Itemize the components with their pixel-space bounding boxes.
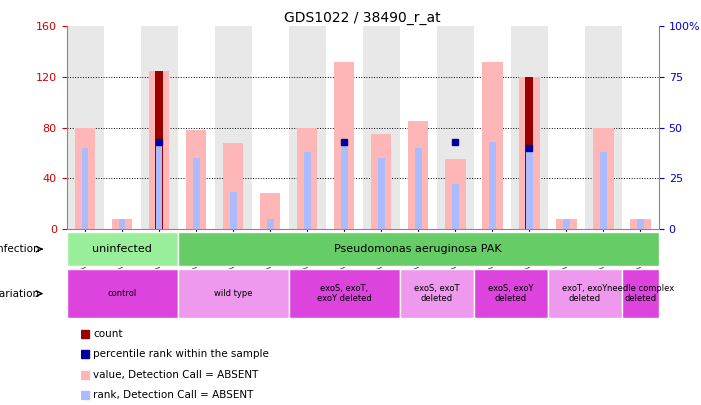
Bar xyxy=(193,158,200,229)
Bar xyxy=(289,26,326,229)
Title: GDS1022 / 38490_r_at: GDS1022 / 38490_r_at xyxy=(285,11,441,25)
Bar xyxy=(637,219,644,229)
Text: needle complex
deleted: needle complex deleted xyxy=(607,284,674,303)
Bar xyxy=(186,130,206,229)
Bar xyxy=(525,77,533,229)
Bar xyxy=(149,70,170,229)
Bar xyxy=(548,269,622,318)
Bar xyxy=(548,26,585,229)
Text: count: count xyxy=(93,329,123,339)
Text: exoS, exoY
deleted: exoS, exoY deleted xyxy=(488,284,533,303)
Bar xyxy=(519,77,540,229)
Bar xyxy=(112,219,132,229)
Bar xyxy=(556,219,576,229)
Bar xyxy=(304,152,311,229)
Bar xyxy=(141,26,177,229)
Bar xyxy=(118,219,125,229)
Bar xyxy=(156,142,163,229)
Bar xyxy=(489,142,496,229)
Bar xyxy=(511,26,548,229)
Bar xyxy=(67,269,177,318)
Text: exoT, exoY
deleted: exoT, exoY deleted xyxy=(562,284,608,303)
Bar xyxy=(334,62,355,229)
Bar xyxy=(341,142,348,229)
Bar xyxy=(297,128,318,229)
Text: percentile rank within the sample: percentile rank within the sample xyxy=(93,350,269,359)
Bar xyxy=(67,232,177,266)
Bar xyxy=(104,26,141,229)
Bar xyxy=(378,158,385,229)
Bar xyxy=(452,184,458,229)
Bar xyxy=(371,134,391,229)
Bar xyxy=(177,269,289,318)
Bar xyxy=(622,269,659,318)
Text: uninfected: uninfected xyxy=(93,244,152,254)
Bar xyxy=(437,26,474,229)
Bar xyxy=(215,26,252,229)
Bar xyxy=(600,152,607,229)
Text: genotype/variation: genotype/variation xyxy=(0,289,40,298)
Bar xyxy=(400,269,474,318)
Bar xyxy=(445,159,465,229)
Bar xyxy=(408,121,428,229)
Bar xyxy=(82,148,88,229)
Bar xyxy=(223,143,243,229)
Bar xyxy=(155,70,163,229)
Text: exoS, exoT
deleted: exoS, exoT deleted xyxy=(414,284,460,303)
Text: rank, Detection Call = ABSENT: rank, Detection Call = ABSENT xyxy=(93,390,254,400)
Bar xyxy=(252,26,289,229)
Text: wild type: wild type xyxy=(214,289,252,298)
Bar xyxy=(67,26,104,229)
Bar xyxy=(289,269,400,318)
Bar xyxy=(260,194,280,229)
Bar xyxy=(415,148,421,229)
Text: value, Detection Call = ABSENT: value, Detection Call = ABSENT xyxy=(93,370,259,379)
Text: exoS, exoT,
exoY deleted: exoS, exoT, exoY deleted xyxy=(317,284,372,303)
Bar xyxy=(585,26,622,229)
Bar xyxy=(177,232,659,266)
Bar xyxy=(563,219,570,229)
Bar xyxy=(526,148,533,229)
Bar xyxy=(177,26,215,229)
Bar xyxy=(474,269,548,318)
Text: Pseudomonas aeruginosa PAK: Pseudomonas aeruginosa PAK xyxy=(334,244,502,254)
Bar xyxy=(593,128,613,229)
Bar xyxy=(474,26,511,229)
Text: control: control xyxy=(107,289,137,298)
Bar xyxy=(230,192,236,229)
Bar xyxy=(400,26,437,229)
Bar xyxy=(630,219,651,229)
Bar xyxy=(75,128,95,229)
Bar xyxy=(326,26,363,229)
Bar xyxy=(363,26,400,229)
Bar xyxy=(267,219,273,229)
Text: infection: infection xyxy=(0,244,40,254)
Bar xyxy=(622,26,659,229)
Bar xyxy=(482,62,503,229)
